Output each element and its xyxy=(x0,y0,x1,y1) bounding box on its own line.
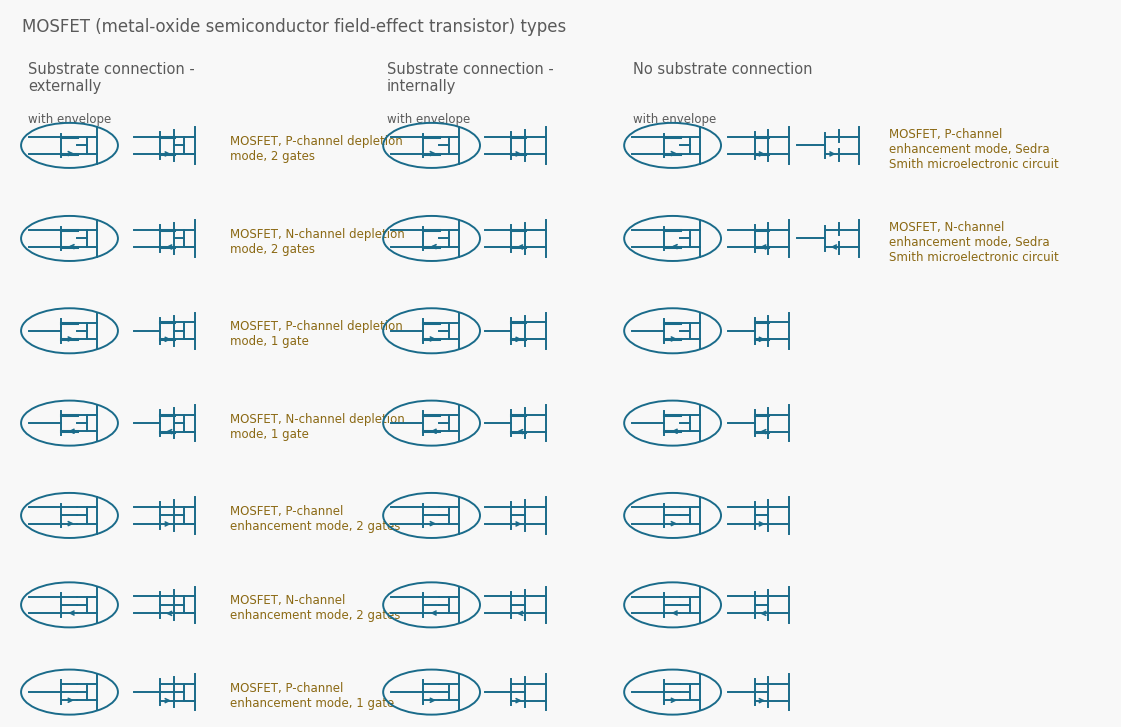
Text: MOSFET, N-channel
enhancement mode, 2 gates: MOSFET, N-channel enhancement mode, 2 ga… xyxy=(230,595,400,622)
Text: with envelope: with envelope xyxy=(633,113,716,126)
Text: MOSFET, P-channel depletion
mode, 1 gate: MOSFET, P-channel depletion mode, 1 gate xyxy=(230,321,402,348)
Text: with envelope: with envelope xyxy=(28,113,111,126)
Text: MOSFET, N-channel depletion
mode, 2 gates: MOSFET, N-channel depletion mode, 2 gate… xyxy=(230,228,405,256)
Text: MOSFET, N-channel depletion
mode, 1 gate: MOSFET, N-channel depletion mode, 1 gate xyxy=(230,413,405,441)
Text: MOSFET, N-channel
enhancement mode, Sedra
Smith microelectronic circuit: MOSFET, N-channel enhancement mode, Sedr… xyxy=(889,220,1058,264)
Text: MOSFET, P-channel
enhancement mode, 1 gate: MOSFET, P-channel enhancement mode, 1 ga… xyxy=(230,682,395,710)
Text: Substrate connection -
externally: Substrate connection - externally xyxy=(28,62,195,95)
Text: MOSFET, P-channel depletion
mode, 2 gates: MOSFET, P-channel depletion mode, 2 gate… xyxy=(230,135,402,163)
Text: No substrate connection: No substrate connection xyxy=(633,62,813,77)
Text: with envelope: with envelope xyxy=(387,113,470,126)
Text: MOSFET (metal-oxide semiconductor field-effect transistor) types: MOSFET (metal-oxide semiconductor field-… xyxy=(22,18,567,36)
Text: Substrate connection -
internally: Substrate connection - internally xyxy=(387,62,554,95)
Text: MOSFET, P-channel
enhancement mode, Sedra
Smith microelectronic circuit: MOSFET, P-channel enhancement mode, Sedr… xyxy=(889,127,1058,171)
Text: MOSFET, P-channel
enhancement mode, 2 gates: MOSFET, P-channel enhancement mode, 2 ga… xyxy=(230,505,400,533)
